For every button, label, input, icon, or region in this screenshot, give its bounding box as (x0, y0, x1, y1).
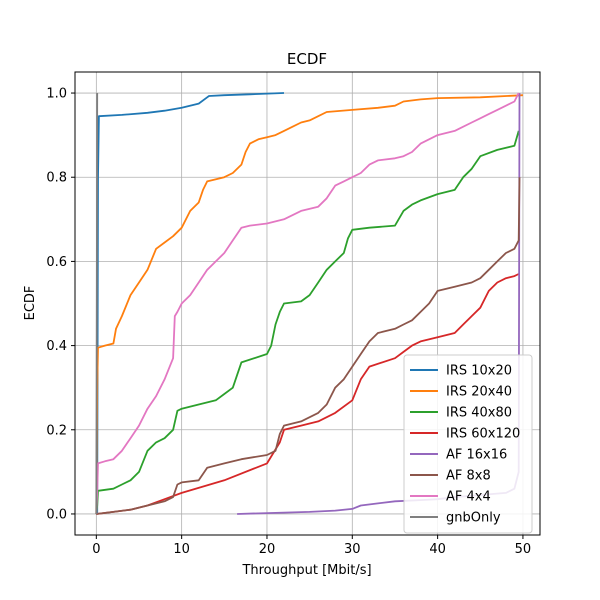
series-line-gnbonly (95, 92, 99, 515)
series-line-af-4x4 (95, 92, 520, 515)
x-tick-label: 50 (515, 542, 532, 557)
x-axis-label: Throughput [Mbit/s] (241, 563, 371, 578)
legend-entry: gnbOnly (446, 511, 501, 526)
y-tick-label: 0.0 (46, 507, 67, 522)
legend-entry: IRS 60x120 (446, 427, 520, 442)
series-line-irs-10x20 (96, 92, 285, 515)
legend-entry: AF 4x4 (446, 490, 491, 505)
series-layer (95, 92, 523, 515)
plot-frame (74, 71, 541, 536)
y-axis-label: ECDF (23, 286, 38, 321)
tick-layer: 0 10 20 30 40 50 0.0 0.2 0.4 0.6 0.8 1.0 (46, 87, 531, 557)
chart-title: ECDF (287, 50, 327, 68)
legend: IRS 10x20 IRS 20x40 IRS 40x80 IRS 60x120 AF … (403, 354, 533, 534)
legend-box (403, 354, 533, 534)
plot-area: 0 10 20 30 40 50 0.0 0.2 0.4 0.6 0.8 1.0 (46, 71, 541, 557)
y-tick-label: 1.0 (46, 87, 67, 102)
series-line-irs-40x80 (95, 130, 520, 515)
y-tick-label: 0.2 (46, 423, 67, 438)
x-tick-label: 30 (344, 542, 361, 557)
series-line-irs-60x120 (96, 273, 520, 515)
legend-entry: IRS 10x20 (446, 364, 512, 379)
y-tick-label: 0.8 (46, 171, 67, 186)
legend-entry: AF 8x8 (446, 469, 491, 484)
x-tick-label: 10 (173, 542, 190, 557)
legend-entry: IRS 40x80 (446, 406, 512, 421)
x-tick-label: 0 (92, 542, 100, 557)
legend-entry: IRS 20x40 (446, 385, 512, 400)
x-tick-label: 40 (429, 542, 446, 557)
legend-entry: AF 16x16 (446, 448, 507, 463)
series-line-af-8x8 (96, 177, 521, 515)
series-line-irs-20x40 (95, 94, 523, 515)
x-tick-label: 20 (259, 542, 276, 557)
y-tick-label: 0.4 (46, 339, 67, 354)
y-tick-label: 0.6 (46, 255, 67, 270)
